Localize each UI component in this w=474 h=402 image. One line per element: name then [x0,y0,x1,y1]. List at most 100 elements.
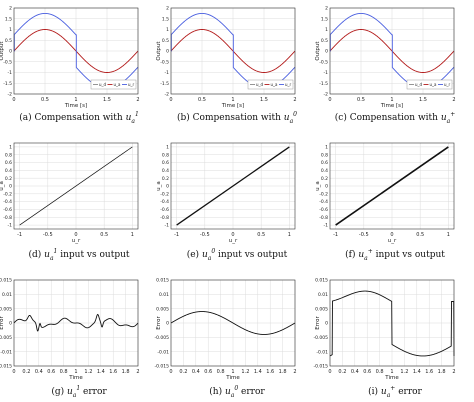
x-tick-label: 0.4 [35,369,43,375]
series-line [13,313,139,332]
x-tick-label: 1.6 [109,369,117,375]
y-tick-label: 0.2 [5,176,12,182]
plot-frame [170,142,296,230]
x-tick-label: 0 [169,369,172,375]
y-tick-label: -1 [324,223,329,229]
chart-h: 0 0.2 0.4 0.6 0.8 1 1.2 1.4 1.6 1.8 2 -0.015 -0.01 -0… [154,278,296,381]
series-line [335,146,449,226]
chart-d: -1 -0.5 0 0.5 1-1-0.8-0.6-0.4-0.200.20.40.60… [0,142,139,244]
y-tick-label: -2 [324,92,329,98]
x-axis-label: Time [s] [64,103,87,109]
y-tick-label: 1.5 [162,16,169,22]
plot-frame [329,142,455,230]
x-tick-label: 0 [390,232,393,238]
legend-box [90,79,137,90]
grid [14,143,138,229]
caption-f: (f) ua+ input vs output [345,248,445,262]
y-tick-label: -0.6 [319,207,328,213]
plot-frame [13,142,139,230]
x-tick-label: 0 [231,232,234,238]
y-tick-label: -0.6 [160,207,169,213]
y-tick-label: -0.2 [160,191,169,197]
y-tick-label: 0.015 [315,278,328,284]
caption-d: (d) ua1 input vs output [28,248,130,262]
x-axis-label: u_r [229,238,238,244]
plot-frame [13,7,139,95]
plot-frame [13,279,139,367]
y-tick-label: -0.8 [319,215,328,221]
x-tick-label: 0.4 [351,369,359,375]
y-axis-label: Error [315,316,321,330]
x-tick-label: 0.5 [100,232,108,238]
x-tick-label: 2 [136,369,139,375]
x-tick-label: 2 [452,369,455,375]
y-tick-label: 0.6 [321,160,328,166]
x-tick-label: 0.2 [179,369,187,375]
x-tick-label: 1.5 [260,97,268,103]
y-tick-label: 0.2 [162,176,169,182]
series-line [170,311,296,335]
plot-frame [329,279,455,367]
caption-i: (i) ua+ error [368,385,422,399]
x-tick-label: 1 [131,232,134,238]
legend-entry: u_a [430,82,438,87]
y-tick-label: -0.01 [157,349,169,355]
x-tick-label: 0 [74,232,77,238]
y-tick-label: -1.5 [319,81,328,87]
y-tick-label: 0.8 [321,152,328,158]
grid [171,143,295,229]
chart-i: 0 0.2 0.4 0.6 0.8 1 1.2 1.4 1.6 1.8 2 -0.015 -0.01 -0… [313,278,455,381]
y-tick-label: -1 [8,70,13,76]
x-tick-label: 0.8 [60,369,68,375]
y-tick-label: 0 [166,184,169,190]
x-tick-label: 0.5 [257,232,265,238]
y-tick-label: 1 [325,27,328,33]
y-tick-label: -0.5 [160,59,169,65]
y-tick-label: 0.015 [156,278,169,284]
y-tick-label: 1.5 [5,16,12,22]
y-tick-label: 0 [325,321,328,327]
y-axis-label: u_a [156,181,162,191]
y-tick-label: 0.4 [321,168,328,174]
y-tick-label: 0.005 [156,306,169,312]
x-axis-label: Time [68,375,83,381]
legend-entry: u_r [128,82,135,87]
caption-g: (g) ua1 error [51,385,107,399]
x-tick-label: 1 [74,97,77,103]
x-tick-label: 0.8 [376,369,384,375]
legend-box [247,79,294,90]
y-tick-label: 0.01 [318,292,328,298]
y-tick-label: 1 [9,27,12,33]
y-tick-label: -0.015 [313,364,328,370]
y-tick-label: -0.005 [313,335,328,341]
y-tick-label: 0.5 [321,38,328,44]
x-tick-label: 1.8 [279,369,287,375]
y-tick-label: 2 [325,6,328,12]
x-tick-label: 1.2 [241,369,249,375]
y-tick-label: -0.01 [0,349,12,355]
y-tick-label: 0.2 [321,176,328,182]
legend: u_d u_a u_r [90,79,137,90]
x-axis-label: Time [384,375,399,381]
y-axis-label: u_a [315,181,321,191]
x-axis-label: u_r [72,238,81,244]
x-tick-label: 1 [390,369,393,375]
caption-h: (h) ua0 error [209,385,265,399]
series-line [19,146,133,226]
y-tick-label: 0.8 [5,152,12,158]
x-tick-label: 1.2 [84,369,92,375]
x-tick-label: 1.4 [413,369,421,375]
x-tick-label: -0.5 [200,232,210,238]
chart-b: 0 0.5 1 1.5 2 -2 -1.5 -1 -0.5 0 0.5 1 1.5 2 Time [s] Ou… [156,6,297,109]
x-tick-label: 0 [328,97,331,103]
y-axis-label: Error [156,316,162,330]
x-tick-label: -0.5 [43,232,53,238]
x-tick-label: 1.5 [103,97,111,103]
y-tick-label: 0.005 [315,306,328,312]
y-axis-label: Output [0,41,5,61]
x-tick-label: 1.8 [122,369,130,375]
x-axis-label: Time [s] [221,103,244,109]
x-tick-label: 1 [231,369,234,375]
legend: u_d u_a u_r [247,79,294,90]
